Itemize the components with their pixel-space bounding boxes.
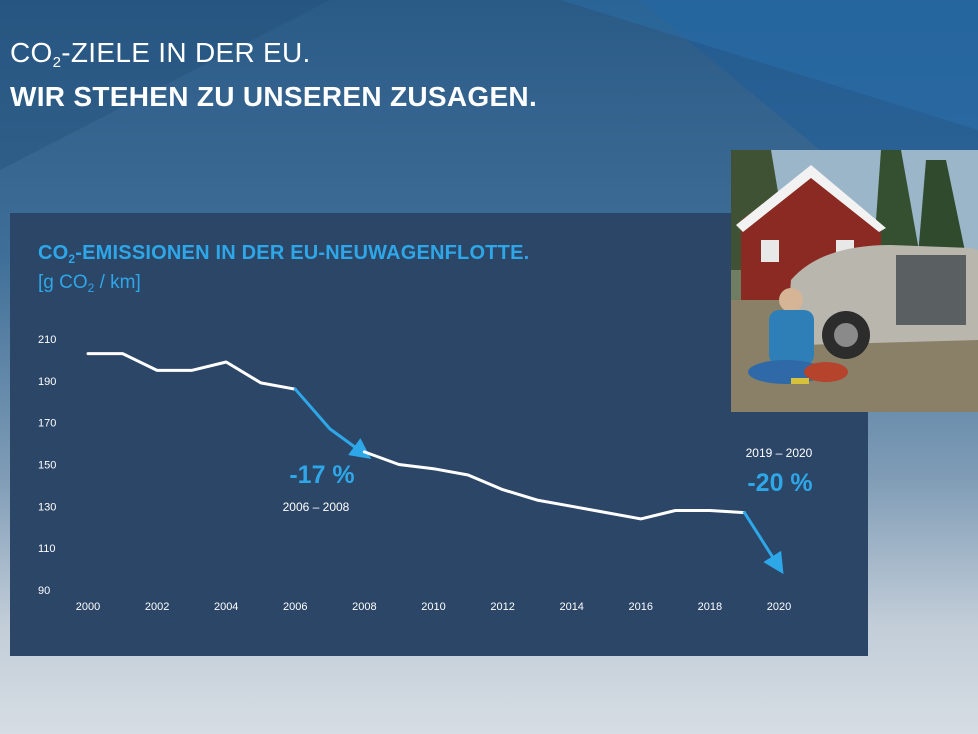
headline-line1: CO2-ZIELE IN DER EU. (10, 37, 311, 71)
y-tick-label: 110 (38, 543, 56, 555)
series-line-highlight-1 (293, 387, 372, 459)
y-tick-label: 90 (38, 585, 50, 597)
chart-unit-label: [g CO2 / km] (38, 272, 141, 295)
annotation-20-period: 2019 – 2020 (746, 446, 813, 460)
series-line-0 (86, 352, 297, 391)
headline: CO2-ZIELE IN DER EU. WIR STEHEN ZU UNSER… (10, 36, 537, 114)
y-tick-label: 150 (38, 460, 56, 472)
y-tick-label: 210 (38, 334, 56, 346)
chart-title: CO2-EMISSIONEN IN DER EU-NEUWAGENFLOTTE. (38, 242, 530, 266)
x-tick-label: 2014 (559, 601, 583, 613)
family-car-photo (731, 150, 978, 412)
y-tick-label: 190 (38, 376, 56, 388)
x-tick-label: 2010 (421, 601, 445, 613)
x-tick-label: 2006 (283, 601, 307, 613)
series-line-highlight-3 (742, 511, 784, 575)
x-tick-label: 2004 (214, 601, 238, 613)
x-tick-label: 2008 (352, 601, 376, 613)
annotation-20-percent: -20 % (747, 469, 812, 497)
series-line-2 (362, 450, 746, 521)
headline-line2: WIR STEHEN ZU UNSEREN ZUSAGEN. (10, 81, 538, 112)
chart-panel (10, 213, 868, 656)
annotation-17-period: 2006 – 2008 (283, 500, 350, 514)
x-tick-label: 2020 (767, 601, 791, 613)
x-tick-label: 2012 (490, 601, 514, 613)
annotation-17-percent: -17 % (289, 461, 354, 489)
x-tick-label: 2002 (145, 601, 169, 613)
x-tick-label: 2000 (76, 601, 100, 613)
y-tick-label: 170 (38, 418, 56, 430)
y-tick-label: 130 (38, 501, 56, 513)
x-tick-label: 2018 (698, 601, 722, 613)
x-tick-label: 2016 (629, 601, 653, 613)
